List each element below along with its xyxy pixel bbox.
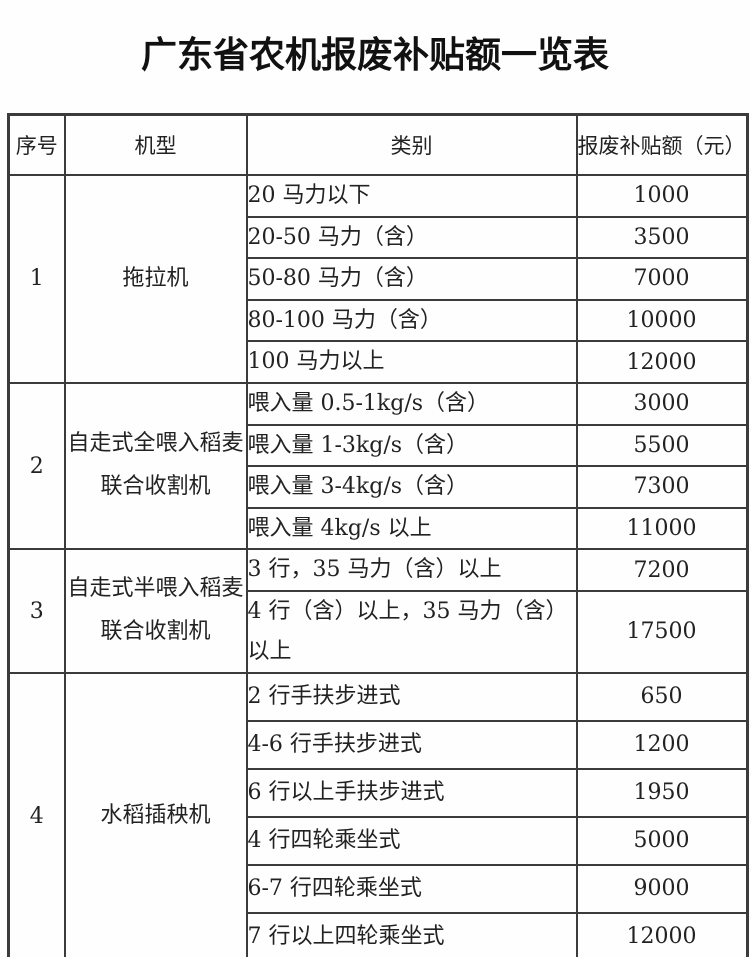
machine-cell: 自走式半喂入稻麦联合收割机: [63, 548, 248, 674]
category-cell: 喂入量 4kg/s 以上: [245, 506, 578, 551]
category-cell: 喂入量 3-4kg/s（含）: [245, 465, 578, 509]
amount-cell: 12000: [575, 340, 748, 384]
table-row: 喂入量 3-4kg/s（含） 7300: [9, 465, 748, 509]
serial-cell: 2: [7, 381, 66, 551]
table-row: 4-6 行手扶步进式 1200: [9, 719, 748, 770]
category-cell: 4 行四轮乘坐式: [245, 815, 578, 866]
page-title: 广东省农机报废补贴额一览表: [140, 34, 609, 76]
amount-cell: 7300: [575, 465, 748, 509]
category-cell: 6-7 行四轮乘坐式: [245, 863, 578, 914]
category-cell: 7 行以上四轮乘坐式: [245, 911, 578, 957]
amount-cell: 5500: [575, 423, 748, 468]
category-cell: 20 马力以下: [245, 174, 578, 218]
category-cell: 80-100 马力（含）: [245, 298, 578, 343]
amount-cell: 1200: [575, 719, 748, 770]
amount-cell: 3000: [575, 381, 748, 426]
category-cell: 3 行，35 马力（含）以上: [245, 548, 578, 592]
amount-cell: 7000: [575, 257, 748, 301]
table-row: 1 拖拉机 20 马力以下 1000: [7, 174, 748, 384]
amount-cell: 1000: [575, 174, 748, 218]
amount-cell: 10000: [575, 298, 748, 343]
header-cell-machine: 机型: [63, 113, 248, 176]
category-cell: 100 马力以上: [245, 340, 578, 384]
serial-cell: 1: [7, 174, 66, 384]
amount-cell: 3500: [575, 215, 748, 260]
amount-cell: 1950: [575, 767, 748, 818]
table-row: 7 行以上四轮乘坐式 12000: [9, 911, 748, 957]
table-row: 100 马力以上 12000: [9, 340, 748, 384]
table-row: 80-100 马力（含） 10000: [9, 298, 748, 343]
table-row: 6-7 行四轮乘坐式 9000: [9, 863, 748, 914]
category-cell: 6 行以上手扶步进式: [245, 767, 578, 818]
amount-cell: 12000: [575, 911, 748, 957]
header-row: 序号 机型 类别 报废补贴额（元）: [7, 113, 748, 176]
table-row: 4 行（含）以上，35 马力（含）以上 17500: [9, 589, 748, 674]
machine-cell: 水稻插秧机: [63, 671, 248, 957]
amount-cell: 11000: [575, 506, 748, 551]
amount-cell: 5000: [575, 815, 748, 866]
category-cell: 2 行手扶步进式: [245, 671, 578, 722]
category-cell: 20-50 马力（含）: [245, 215, 578, 260]
amount-cell: 650: [575, 671, 748, 722]
table-row: 20-50 马力（含） 3500: [9, 215, 748, 260]
machine-cell: 拖拉机: [63, 174, 248, 384]
category-cell: 50-80 马力（含）: [245, 257, 578, 301]
table-row: 4 水稻插秧机 2 行手扶步进式 650: [7, 671, 748, 957]
amount-cell: 7200: [575, 548, 748, 592]
subsidy-table: 序号 机型 类别 报废补贴额（元） 1 拖拉机 20 马力以下 1000 20-50 马…: [7, 113, 749, 957]
table-row: 2 自走式全喂入稻麦联合收割机 喂入量 0.5-1kg/s（含） 3000: [7, 381, 748, 551]
serial-cell: 3: [7, 548, 66, 674]
table-body: 1 拖拉机 20 马力以下 1000 20-50 马力（含） 3500 50-80 马力（含…: [7, 174, 748, 957]
table-header: 序号 机型 类别 报废补贴额（元）: [7, 113, 748, 176]
table-row: 喂入量 4kg/s 以上 11000: [9, 506, 748, 551]
header-cell-category: 类别: [245, 113, 578, 176]
category-cell: 4 行（含）以上，35 马力（含）以上: [245, 589, 578, 674]
table-row: 4 行四轮乘坐式 5000: [9, 815, 748, 866]
category-cell: 喂入量 1-3kg/s（含）: [245, 423, 578, 468]
amount-cell: 9000: [575, 863, 748, 914]
table-row: 喂入量 1-3kg/s（含） 5500: [9, 423, 748, 468]
category-cell: 4-6 行手扶步进式: [245, 719, 578, 770]
table-row: 50-80 马力（含） 7000: [9, 257, 748, 301]
header-cell-serial: 序号: [7, 113, 66, 176]
amount-cell: 17500: [575, 589, 748, 674]
serial-cell: 4: [7, 671, 66, 957]
table-row: 3 自走式半喂入稻麦联合收割机 3 行，35 马力（含）以上 7200: [7, 548, 748, 674]
header-cell-amount: 报废补贴额（元）: [575, 113, 748, 176]
table-row: 6 行以上手扶步进式 1950: [9, 767, 748, 818]
machine-cell: 自走式全喂入稻麦联合收割机: [63, 381, 248, 551]
category-cell: 喂入量 0.5-1kg/s（含）: [245, 381, 578, 426]
